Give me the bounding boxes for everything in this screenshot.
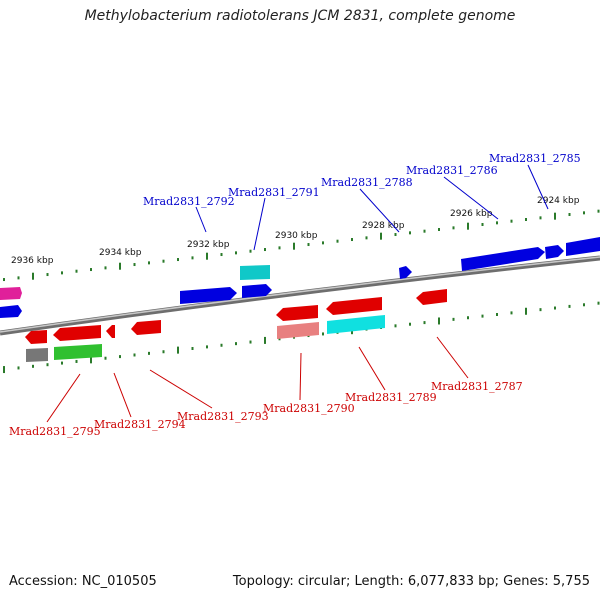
leader-line: [253, 197, 266, 251]
coordinate-label: 2930 kbp: [275, 231, 318, 241]
genome-backbone: [0, 255, 600, 336]
gene-label[interactable]: Mrad2831_2787: [431, 380, 523, 393]
gene-feature[interactable]: [545, 245, 564, 259]
gene-feature[interactable]: [180, 287, 237, 304]
leader-line: [359, 188, 400, 233]
leader-line: [443, 176, 499, 220]
top-leader-lines: [195, 164, 549, 251]
gene-label[interactable]: Mrad2831_2786: [406, 164, 498, 177]
gene-label[interactable]: Mrad2831_2791: [228, 186, 320, 199]
gene-feature[interactable]: [566, 237, 600, 256]
gene-feature[interactable]: [53, 325, 101, 341]
coordinate-label: 2926 kbp: [450, 209, 493, 219]
gene-feature[interactable]: [277, 322, 319, 339]
leader-line: [299, 352, 302, 401]
gene-feature[interactable]: [242, 284, 272, 298]
gene-feature[interactable]: [399, 266, 412, 279]
gene-label[interactable]: Mrad2831_2794: [94, 418, 186, 431]
gene-label[interactable]: Mrad2831_2785: [489, 152, 581, 165]
gene-label[interactable]: Mrad2831_2792: [143, 195, 235, 208]
gene-label[interactable]: Mrad2831_2790: [263, 402, 355, 415]
map-title: Methylobacterium radiotolerans JCM 2831,…: [84, 8, 516, 24]
upper-tick-track: [3, 209, 600, 282]
gene-label[interactable]: Mrad2831_2795: [9, 425, 101, 438]
top-strand-genes: [0, 237, 600, 318]
leader-line: [113, 372, 132, 418]
coordinate-label: 2928 kbp: [362, 221, 405, 231]
gene-feature[interactable]: [326, 297, 382, 315]
gene-feature[interactable]: [131, 320, 161, 335]
gene-feature[interactable]: [54, 344, 102, 360]
coordinate-label: 2936 kbp: [11, 256, 54, 266]
gene-feature[interactable]: [240, 265, 270, 280]
gene-label[interactable]: Mrad2831_2789: [345, 391, 437, 404]
gene-feature[interactable]: [25, 330, 47, 344]
gene-feature[interactable]: [461, 247, 545, 271]
coordinate-label: 2932 kbp: [187, 240, 230, 250]
gene-label[interactable]: Mrad2831_2793: [177, 410, 269, 423]
gene-feature[interactable]: [416, 289, 447, 305]
gene-feature[interactable]: [0, 305, 22, 318]
genome-summary-text: Topology: circular; Length: 6,077,833 bp…: [232, 574, 590, 589]
gene-label[interactable]: Mrad2831_2788: [321, 176, 413, 189]
coordinate-label: 2934 kbp: [99, 248, 142, 258]
genome-backbone-highlight: [0, 256, 600, 333]
gene-feature[interactable]: [26, 348, 48, 362]
leader-line: [436, 336, 469, 379]
coordinate-label: 2924 kbp: [537, 196, 580, 206]
gene-feature[interactable]: [0, 287, 22, 300]
gene-feature[interactable]: [327, 315, 385, 334]
gene-feature[interactable]: [106, 325, 115, 338]
bottom-leader-lines: [46, 336, 469, 423]
leader-line: [46, 373, 81, 423]
leader-line: [149, 369, 213, 409]
leader-line: [527, 164, 549, 210]
leader-line: [195, 206, 207, 233]
bottom-strand-genes: [25, 289, 447, 362]
gene-feature[interactable]: [276, 305, 318, 321]
accession-text: Accession: NC_010505: [9, 574, 157, 589]
leader-line: [358, 346, 386, 391]
